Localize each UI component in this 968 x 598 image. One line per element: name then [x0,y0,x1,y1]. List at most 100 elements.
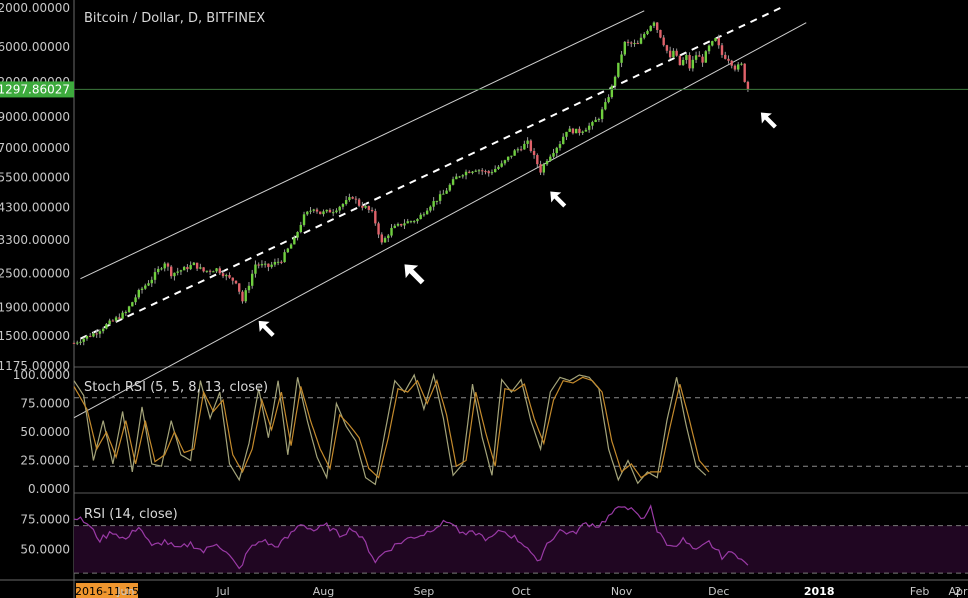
candle-body [730,60,733,66]
candle-body [241,291,244,302]
candle-body [575,128,578,134]
stoch-rsi-title: Stoch RSI (5, 5, 8, 13, close) [84,380,268,395]
price-tick-label: 22000.00000 [0,1,70,15]
candle-body [532,151,536,156]
candle-body [688,55,691,69]
candle-body [413,221,416,223]
candle-body [127,306,131,313]
stoch-d-line [73,376,710,479]
candle-body [707,45,711,52]
candle-body [357,199,361,206]
candle-body [675,50,678,56]
arrow-shape [404,264,425,285]
candle-body [724,54,727,59]
candle-body [529,140,533,152]
arrow-shape [258,320,275,337]
time-tick-label: Dec [708,585,729,598]
price-tick-label: 2500.00000 [0,267,70,281]
candle-body [98,331,102,334]
candle-body [306,211,309,215]
candle-body [552,153,555,157]
candle-body [542,164,545,173]
candle-body [568,128,571,132]
candle-body [545,160,549,165]
time-tick-label: 2018 [804,585,835,598]
price-tick-label: 1900.00000 [0,300,70,314]
rsi-pane: 75.0000 50.0000 [20,504,968,574]
candle-body [740,63,743,65]
stoch-tick-label: 50.0000 [20,425,70,439]
candle-body [387,235,390,239]
candle-body [536,155,539,165]
up-arrow-icon [258,320,275,337]
candle-body [691,59,695,69]
candle-body [717,38,720,46]
candle-body [361,205,364,208]
candle-body [111,320,115,322]
candle-body [79,341,82,343]
candle-body [672,50,675,58]
candle-body [263,263,267,265]
candle-body [458,176,461,178]
candle-body [153,272,157,280]
candle-body [293,237,296,245]
up-arrow-icon [404,264,425,285]
candle-body [322,211,325,215]
candle-body [432,201,435,207]
candle-body [720,45,724,55]
candle-body [312,209,315,211]
candle-body [409,221,413,223]
channel-boundary [73,22,807,419]
candle-body [238,283,241,292]
price-tick-label: 3300.00000 [0,233,70,247]
candle-body [471,171,474,173]
candle-body [743,63,746,82]
rsi-line [73,504,749,570]
candle-body [620,54,623,63]
candle-body [215,268,218,272]
candle-body [105,324,108,329]
candle-body [607,97,610,103]
candle-body [558,144,562,148]
candle-body [623,41,626,55]
candle-body [694,55,698,60]
candle-body [166,263,170,267]
candle-body [636,43,639,45]
arrow-shape [760,112,777,129]
candle-body [377,223,380,235]
candle-body [267,263,270,267]
candle-body [581,131,584,133]
candle-body [681,59,685,66]
candle-body [562,136,565,145]
candle-body [225,275,228,277]
candle-body [221,273,225,277]
candle-body [678,55,682,66]
candle-body [101,328,105,332]
price-candles [72,21,750,346]
candle-body [477,170,481,172]
channel-boundary [80,10,645,280]
candle-body [578,128,581,133]
candle-body [124,312,128,314]
candle-body [584,129,588,132]
candle-body [170,266,173,277]
stoch-tick-label: 100.0000 [13,368,70,382]
candle-body [341,204,345,207]
up-arrow-icon [550,191,567,208]
candle-body [370,209,374,212]
candle-body [309,210,312,212]
stoch-tick-label: 0.0000 [28,482,70,496]
candle-body [108,320,111,325]
candle-body [604,102,607,110]
candle-body [549,156,552,161]
candle-body [92,333,95,337]
candle-body [296,232,299,238]
time-tick-label: Jun [116,585,134,598]
candle-body [438,194,442,201]
start-date-label: 2016-11-15 [75,585,139,598]
candle-body [72,342,76,344]
candle-body [571,128,575,134]
price-tick-label: 5500.00000 [0,170,70,184]
candle-body [247,285,251,291]
candle-body [746,81,750,90]
